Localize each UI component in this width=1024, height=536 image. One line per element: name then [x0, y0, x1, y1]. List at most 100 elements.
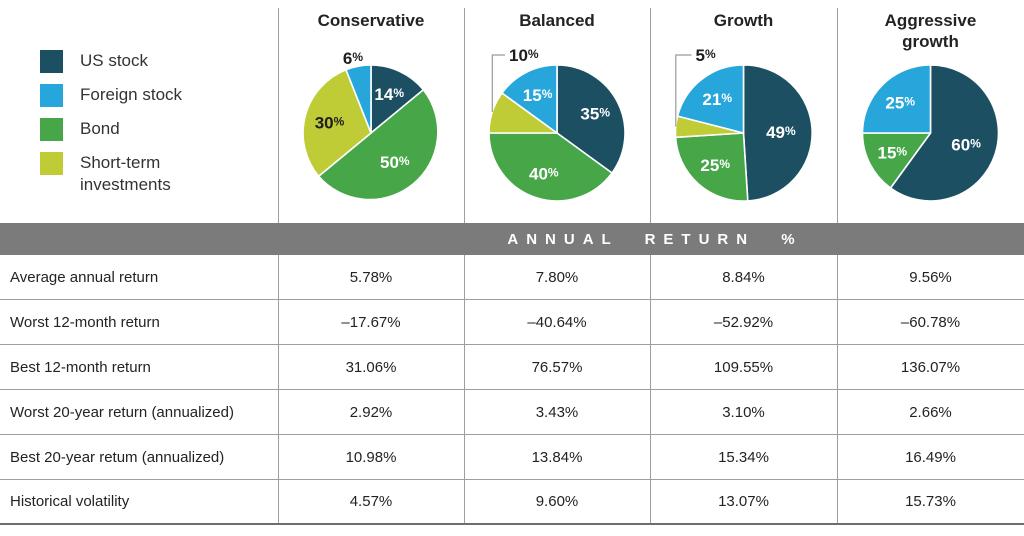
column-divider [837, 8, 838, 525]
pie-slice-label: 40% [529, 165, 559, 184]
value-cell: 10.98% [345, 448, 397, 466]
column-divider [464, 8, 465, 525]
value-cell: 16.49% [905, 448, 956, 466]
pie-slice-bond [317, 88, 439, 201]
pie-slice-us_stock [556, 64, 626, 174]
pie-slice-label: 15% [878, 143, 908, 162]
pie-column-1: Conservative 14% 50% 30% 6% [278, 0, 464, 223]
pie-column-2: Balanced 35% 40% 10% 15% [464, 0, 650, 223]
pie-slice-us_stock [370, 64, 425, 134]
pie-slice-label: 60% [951, 136, 981, 155]
pie-slice-label: 49% [766, 123, 796, 142]
us_stock-swatch [40, 50, 63, 73]
value-cell: 2.92% [349, 403, 393, 421]
value-cell: 13.07% [718, 493, 769, 510]
bond-swatch [40, 118, 63, 141]
value-cell: 7.80% [535, 268, 579, 286]
pie-column-4: Aggressive growth 60% 15% 25% [837, 0, 1024, 223]
value-cell: 76.57% [531, 358, 583, 376]
value-cell: 109.55% [713, 358, 774, 376]
legend-item-us_stock: US stock [40, 50, 230, 73]
value-cell: 13.84% [531, 448, 583, 466]
table-row: Best 12-month return 31.06% 76.57% 109.55% 1… [0, 345, 1024, 390]
legend-item-short_term: Short-term investments [40, 152, 230, 196]
table-row: Worst 12-month return –17.67% –40.64% –52.9… [0, 300, 1024, 345]
pie-slice-bond [674, 132, 749, 202]
value-cell: 3.10% [722, 403, 765, 421]
value-cell: 9.56% [909, 268, 952, 286]
table-row: Best 20-year retum (annualized) 10.98% 13.… [0, 435, 1024, 480]
pie-chart: 49% 25% 5% 21% [674, 46, 813, 202]
legend-item-bond: Bond [40, 118, 230, 141]
value-cell: 3.43% [535, 403, 579, 421]
pie-slice-foreign_stock [345, 64, 372, 134]
pie-slice-bond [861, 132, 932, 189]
pie-slice-label: 14% [374, 85, 404, 104]
pie-slice-label: 35% [580, 105, 610, 124]
row-label: Best 12-month return [10, 358, 151, 376]
pie-slice-short_term [302, 69, 372, 178]
pie-slice-foreign_stock [676, 64, 745, 134]
table-row: Worst 20-year return (annualized) 2.92% 3.… [0, 390, 1024, 435]
value-cell: 9.60% [535, 493, 579, 510]
value-cell: –40.64% [527, 313, 587, 331]
short_term-swatch [40, 152, 63, 175]
value-cell: 31.06% [345, 358, 397, 376]
column-divider [650, 8, 651, 525]
row-label: Historical volatility [10, 493, 130, 510]
pie-slice-label: 21% [702, 90, 732, 109]
value-cell: 136.07% [900, 358, 961, 376]
row-label: Average annual return [10, 268, 159, 286]
value-cell: –52.92% [713, 313, 774, 331]
pie-column-3: Growth 49% 25% 5% 21% [650, 0, 837, 223]
pie-chart: 35% 40% 10% 15% [488, 46, 626, 202]
pie-slice-label: 30% [315, 113, 345, 132]
legend: US stock Foreign stock Bond Short-term inve… [40, 50, 230, 196]
pie-slice-label: 25% [700, 156, 730, 175]
pie-title-text: Balanced [519, 11, 595, 30]
value-cell: 5.78% [349, 268, 393, 286]
legend-label: Bond [80, 119, 120, 138]
foreign_stock-swatch [40, 84, 63, 107]
callout-leader-line [675, 54, 692, 127]
pie-slice-label: 6% [343, 49, 363, 68]
pie-title-text: Conservative [317, 11, 425, 30]
legend-label: Foreign stock [80, 85, 183, 104]
pie-title: Conservative [278, 10, 464, 31]
pie-slice-label: 10% [509, 46, 539, 65]
pie-slice-label: 50% [380, 153, 410, 172]
pie-chart: 14% 50% 30% 6% [302, 49, 439, 201]
annual-return-band-title: ANNUAL RETURN % [507, 230, 803, 248]
value-cell: 4.57% [349, 493, 393, 510]
pie-title: Aggressive growth [837, 10, 1024, 52]
pie-title-text: Aggressive growth [884, 11, 977, 51]
pie-slice-label: 5% [696, 46, 716, 65]
value-cell: 2.66% [909, 403, 952, 421]
table-row: Average annual return 5.78% 7.80% 8.84% 9.56… [0, 255, 1024, 300]
legend-label: US stock [80, 51, 149, 70]
value-cell: 8.84% [722, 268, 765, 286]
table-row: Historical volatility 4.57% 9.60% 13.07% 15.… [0, 480, 1024, 525]
pie-title: Balanced [464, 10, 650, 31]
value-cell: 15.73% [905, 493, 956, 510]
callout-leader-line [491, 54, 505, 112]
legend-label: Short-term investments [80, 153, 171, 194]
pie-title-text: Growth [713, 11, 774, 30]
row-label: Worst 12-month return [10, 313, 160, 331]
pie-slice-us_stock [742, 64, 813, 202]
value-cell: –60.78% [900, 313, 961, 331]
column-divider [278, 8, 279, 525]
pie-slice-label: 15% [523, 86, 553, 105]
pie-chart: 60% 15% 25% [861, 64, 1000, 202]
returns-table: Average annual return 5.78% 7.80% 8.84% 9.56… [0, 255, 1024, 525]
pie-slice-us_stock [889, 64, 1000, 202]
legend-item-foreign_stock: Foreign stock [40, 84, 230, 107]
pie-slice-bond [488, 132, 613, 202]
value-cell: –17.67% [341, 313, 401, 331]
row-label: Worst 20-year return (annualized) [10, 403, 234, 421]
pie-slice-label: 25% [885, 94, 915, 113]
pie-slice-foreign_stock [501, 64, 558, 134]
value-cell: 15.34% [718, 448, 769, 466]
annual-return-band: ANNUAL RETURN % [0, 223, 1024, 255]
